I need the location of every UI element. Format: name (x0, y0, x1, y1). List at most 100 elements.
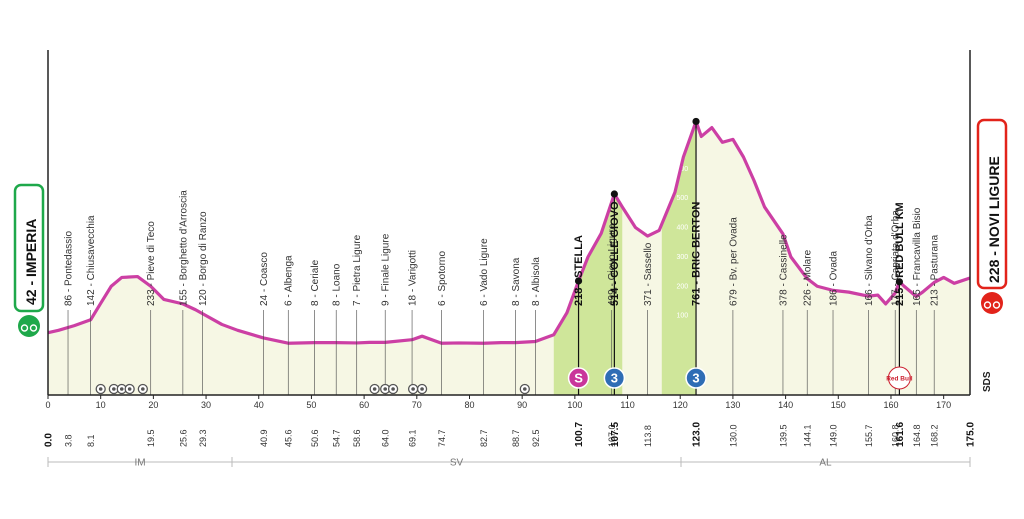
place-label: 679 - Bv. per Ovada (728, 217, 739, 306)
finish-badge (976, 118, 1008, 290)
climb-point (610, 190, 618, 198)
bonus-km-text: Red Bull (886, 376, 913, 383)
elevation-tick: 300 (676, 254, 688, 261)
km-label: 0.0 (44, 433, 55, 447)
km-labels: 0.0 3.8 8.1 19.5 25.6 29.3 40.9 45.6 50.6 54.7 58.… (44, 422, 977, 447)
place-label: 8 - Albisola (531, 257, 542, 306)
x-axis: 0 10 20 30 40 50 60 70 80 90 100 110 120 130 140 150 160… (45, 50, 971, 410)
start-label: 42 - IMPERIA (23, 219, 39, 305)
km-label: 40.9 (259, 429, 269, 447)
place-label: 6 - Spotorno (437, 251, 448, 306)
km-label: 139.5 (778, 424, 788, 447)
x-tick-label: 110 (620, 400, 634, 410)
km-label: 3.8 (64, 434, 74, 447)
start-finish-badges: 42 - IMPERIA 228 - NOVI LIGURE SDS (13, 118, 1008, 392)
km-label: 175.0 (966, 422, 977, 447)
x-tick-label: 160 (883, 400, 898, 410)
km-label: 88.7 (511, 429, 521, 447)
km-label: 64.0 (381, 429, 391, 447)
gpm-icon (603, 367, 626, 389)
x-tick-label: 10 (96, 400, 106, 410)
elevation-tick: 700 (676, 136, 688, 143)
place-label: 9 - Finale Ligure (381, 233, 392, 306)
bike-wheel-icon (29, 324, 38, 332)
gpm-icon (685, 367, 707, 389)
profile-fill (48, 121, 970, 396)
x-tick-label: 40 (254, 400, 264, 410)
elevation-scale: 100 200 300 400 500 600 700 (676, 136, 688, 319)
place-label: 499 - Giovo Ligure (607, 223, 618, 306)
profile-area (48, 121, 970, 396)
town-icon-dot (411, 387, 415, 391)
km-label: 160.8 (891, 424, 901, 447)
town-icon-dot (112, 387, 116, 391)
elevation-tick: 200 (676, 283, 688, 290)
sprint-icon (567, 367, 590, 389)
x-tick-label: 150 (831, 400, 846, 410)
km-label: 123.0 (692, 422, 703, 447)
km-label: 58.6 (352, 429, 362, 447)
km-label: 29.3 (198, 429, 208, 447)
bike-wheel-icon (992, 301, 1001, 309)
km-label: 92.5 (531, 429, 541, 447)
km-label: 113.8 (643, 425, 653, 447)
x-tick-label: 120 (673, 400, 688, 410)
x-tick-label: 90 (517, 400, 527, 410)
place-label: 177 - Capriata d'Orba (891, 210, 902, 306)
km-label: 54.7 (332, 429, 342, 447)
elevation-tick: 400 (676, 225, 688, 232)
x-tick-label: 70 (412, 400, 422, 410)
place-label: 155 - Borghetto d'Arroscia (178, 190, 189, 306)
place-label: 166 - Silvano d'Orba (864, 215, 875, 306)
km-label: 144.1 (803, 424, 813, 447)
x-tick-label: 100 (567, 400, 582, 410)
bike-icon (18, 315, 40, 337)
place-label: 213 - Pasturana (930, 234, 941, 306)
km-label: 155.7 (864, 424, 874, 447)
climb-marker-text: 3 (611, 371, 618, 386)
x-tick-label: 170 (936, 400, 951, 410)
km-label: 149.0 (829, 424, 839, 447)
km-label: 25.6 (178, 429, 188, 447)
km-label: 45.6 (284, 429, 294, 447)
place-label: 378 - Cassinelle (778, 234, 789, 306)
km-label: 69.1 (408, 429, 418, 447)
climb-zone (661, 121, 697, 396)
place-label: 8 - Loano (332, 263, 343, 306)
town-icon-dot (127, 387, 132, 391)
bike-icon (981, 292, 1003, 314)
town-icon-dot (523, 387, 527, 391)
place-label: 120 - Borgo di Ranzo (198, 211, 209, 306)
place-label: 165 - Francavilla Bisio (912, 207, 923, 306)
x-tick-label: 60 (359, 400, 369, 410)
place-label: 24 - Coasco (259, 252, 270, 306)
region-label: SV (450, 458, 464, 469)
x-tick-label: 30 (201, 400, 211, 410)
profile-line (47, 119, 971, 345)
km-label: 74.7 (437, 429, 447, 447)
place-label: 218 - STELLA (573, 235, 585, 306)
town-icon-dot (98, 387, 103, 391)
climb-marker-text: 3 (692, 371, 699, 386)
x-tick-label: 50 (306, 400, 316, 410)
climb-marker-text: S (574, 371, 583, 386)
place-label: 226 - Molare (803, 249, 814, 306)
km-label: 107.0 (607, 424, 617, 447)
place-label: 6 - Albenga (284, 255, 295, 306)
place-label: 8 - Ceriale (310, 259, 321, 306)
x-tick-label: 0 (45, 400, 50, 410)
place-label: 8 - Savona (511, 257, 522, 306)
place-label: 186 - Ovada (829, 251, 840, 306)
town-icon-dot (383, 387, 387, 391)
place-label: 142 - Chiusavecchia (86, 215, 97, 306)
elevation-tick: 100 (676, 313, 688, 320)
km-label: 100.7 (574, 422, 585, 447)
km-label: 164.8 (912, 424, 922, 447)
town-icons (95, 383, 530, 395)
km-label: 130.0 (728, 424, 738, 447)
place-label: 233 - Pieve di Teco (146, 221, 157, 306)
sponsor-logo: SDS (982, 371, 993, 392)
profile-line-group (47, 119, 971, 345)
